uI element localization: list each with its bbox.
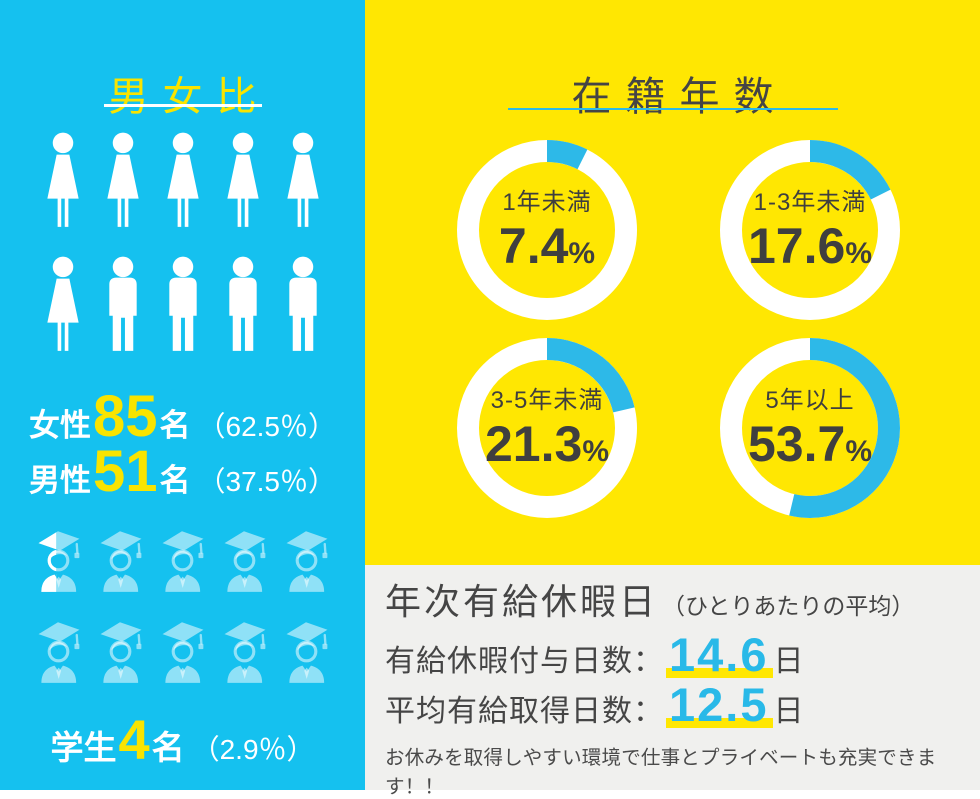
graduate-icon xyxy=(159,621,206,684)
donut-percent-sign: % xyxy=(845,236,872,270)
donut-percent-sign: % xyxy=(568,236,596,270)
student-stat-count: 4 xyxy=(118,708,150,771)
paid-leave-panel: 年次有給休暇日 （ひとりあたりの平均） 有給休暇付与日数： 14.6 日 平均有… xyxy=(365,565,980,798)
graduate-icon-row-1 xyxy=(35,530,330,593)
leave-granted-value: 14.6 xyxy=(666,631,774,678)
donut-label: 1-3年未満 xyxy=(753,189,867,217)
tenure-title-underline xyxy=(507,108,838,110)
male-icon xyxy=(281,255,324,355)
graduate-icon xyxy=(221,530,268,593)
donut-center-text: 5年以上 53.7% xyxy=(720,338,900,518)
paid-leave-title-row: 年次有給休暇日 （ひとりあたりの平均） xyxy=(385,573,914,625)
graduate-icon xyxy=(283,530,330,593)
paid-leave-caption: お休みを取得しやすい環境で仕事とプライベートも充実できます！！ xyxy=(385,747,937,798)
student-stat-suffix: 名 xyxy=(151,729,185,766)
paid-leave-title-note: （ひとりあたりの平均） xyxy=(662,593,915,619)
leave-taken-unit: 日 xyxy=(773,695,804,728)
donut-number: 21.3 xyxy=(484,415,583,472)
female-stat-label: 女性 xyxy=(28,408,91,443)
female-icon xyxy=(41,255,84,355)
donut-number: 53.7 xyxy=(747,415,846,472)
mixed-icon-row xyxy=(41,255,324,355)
male-stat-count: 51 xyxy=(92,439,158,504)
male-stat-suffix: 名 xyxy=(159,463,191,498)
graduate-icon-row-2 xyxy=(35,621,330,684)
donut-1-3-years: 1-3年未満 17.6% xyxy=(720,140,900,320)
male-icon xyxy=(101,255,144,355)
donut-chart-icon xyxy=(720,338,900,518)
donut-center-text: 1-3年未満 17.6% xyxy=(720,140,900,320)
donut-number: 17.6 xyxy=(747,217,846,274)
student-stat-percent: （2.9％） xyxy=(191,734,315,765)
graduate-icon xyxy=(283,621,330,684)
female-stat-count: 85 xyxy=(92,384,158,449)
donut-percent-sign: % xyxy=(845,434,872,468)
male-stat-label: 男性 xyxy=(28,463,91,498)
male-icon xyxy=(161,255,204,355)
paid-leave-title: 年次有給休暇日 xyxy=(385,581,659,622)
female-icon xyxy=(221,131,264,231)
gender-title-underline xyxy=(103,104,262,107)
donut-center-text: 1年未満 7.4% xyxy=(457,140,637,320)
donut-value: 17.6% xyxy=(748,221,872,271)
student-stat-line: 学生 4 名（2.9％） xyxy=(0,712,365,768)
leave-granted-row: 有給休暇付与日数： 14.6 日 xyxy=(385,631,803,678)
leave-granted-unit: 日 xyxy=(773,645,804,678)
donut-percent-sign: % xyxy=(582,434,609,468)
female-icon xyxy=(281,131,324,231)
tenure-panel: 在籍年数 1年未満 7.4% 1-3年未満 17.6% xyxy=(365,0,980,565)
female-icon xyxy=(41,131,84,231)
donut-chart-icon xyxy=(457,140,637,320)
donut-chart-icon xyxy=(720,140,900,320)
donut-value: 21.3% xyxy=(485,419,609,469)
female-stat-line: 女性 85 名（62.5％） xyxy=(0,388,365,446)
donut-value: 53.7% xyxy=(748,419,872,469)
donut-center-text: 3-5年未満 21.3% xyxy=(457,338,637,518)
donut-label: 5年以上 xyxy=(765,387,855,415)
leave-taken-label: 平均有給取得日数： xyxy=(385,695,664,728)
graduate-icon xyxy=(221,621,268,684)
gender-title: 男女比 xyxy=(108,75,271,120)
donut-number: 7.4 xyxy=(498,217,569,274)
graduate-icon xyxy=(97,530,144,593)
female-icon-row xyxy=(41,131,324,231)
student-stat-label: 学生 xyxy=(50,729,117,766)
gender-panel: 男女比 女性 85 名（62.5％） 男性 51 名（37.5％） xyxy=(0,0,365,790)
leave-granted-label: 有給休暇付与日数： xyxy=(385,645,664,678)
female-icon xyxy=(161,131,204,231)
donut-label: 1年未満 xyxy=(502,189,592,217)
female-stat-percent: （62.5％） xyxy=(197,411,337,442)
donut-chart-icon xyxy=(457,338,637,518)
graduate-icon xyxy=(97,621,144,684)
female-stat-suffix: 名 xyxy=(159,408,191,443)
female-icon xyxy=(101,131,144,231)
tenure-title: 在籍年数 xyxy=(571,75,788,120)
donut-label: 3-5年未満 xyxy=(490,387,604,415)
male-stat-percent: （37.5％） xyxy=(197,466,337,497)
graduate-icon xyxy=(159,530,206,593)
donut-value: 7.4% xyxy=(499,221,595,271)
graduate-icon-partial xyxy=(35,530,82,593)
leave-taken-value: 12.5 xyxy=(666,681,774,728)
leave-taken-row: 平均有給取得日数： 12.5 日 xyxy=(385,681,803,728)
male-icon xyxy=(221,255,264,355)
donut-under-1-year: 1年未満 7.4% xyxy=(457,140,637,320)
male-stat-line: 男性 51 名（37.5％） xyxy=(0,443,365,501)
donut-3-5-years: 3-5年未満 21.3% xyxy=(457,338,637,518)
donut-over-5-years: 5年以上 53.7% xyxy=(720,338,900,518)
graduate-icon xyxy=(35,621,82,684)
